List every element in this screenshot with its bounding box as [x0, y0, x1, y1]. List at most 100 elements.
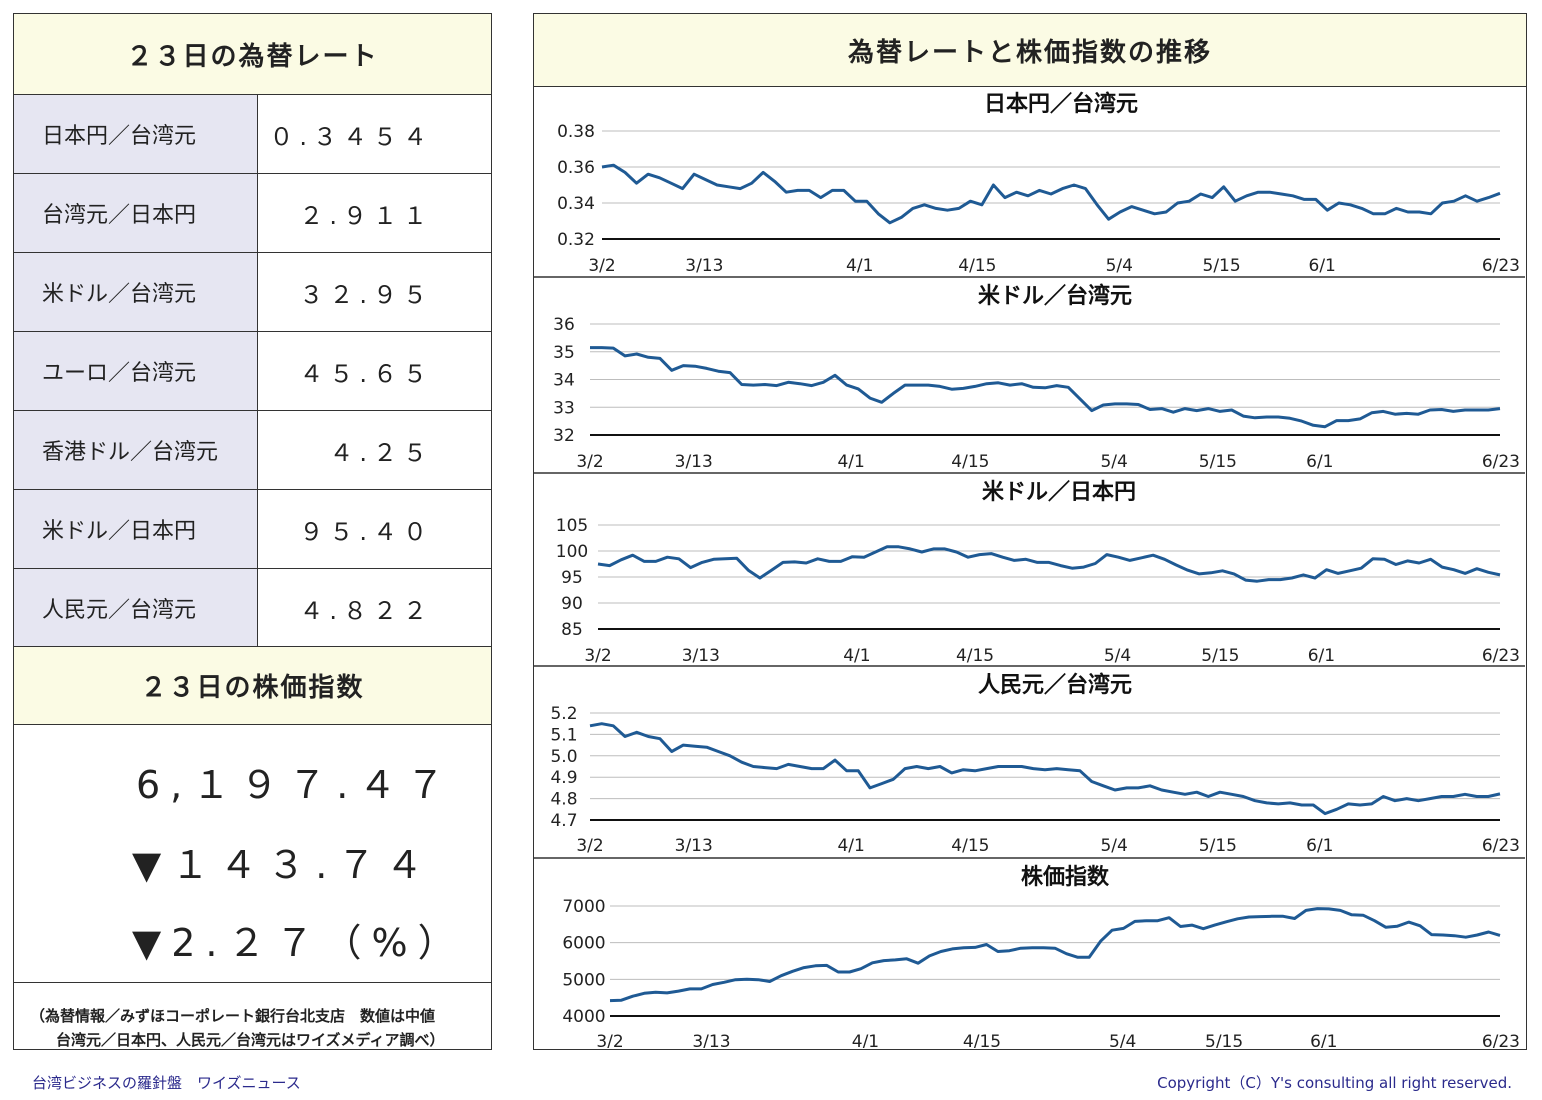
rate-value: ９５.４０	[299, 517, 433, 546]
index-change: ▼１４３.７４	[132, 843, 434, 887]
y-tick-label: 35	[553, 343, 575, 363]
x-tick-label: 6/23	[1482, 256, 1520, 276]
x-tick-label: 5/4	[1100, 452, 1127, 472]
charts-area: 日本円／台湾元 0.32 0.34 0.36 0.38 3/2 3/13 4/1 4/15 5/4…	[534, 91, 1525, 1048]
rate-value: ０.３４５４	[269, 122, 433, 151]
rate-row: 香港ドル／台湾元 ４.２５	[14, 411, 491, 490]
index-percent: ▼2.２７（%）	[132, 921, 466, 965]
x-tick-label: 4/1	[837, 452, 864, 472]
y-tick-label: 85	[561, 620, 583, 640]
x-tick-label: 6/23	[1482, 646, 1520, 666]
footer-brand: 台湾ビジネスの羅針盤 ワイズニュース	[32, 1074, 301, 1092]
y-tick-label: 0.34	[557, 194, 595, 214]
rate-label: 米ドル／台湾元	[14, 253, 258, 331]
x-tick-label: 4/15	[958, 256, 996, 276]
x-tick-label: 4/1	[846, 256, 873, 276]
x-tick-label: 4/15	[963, 1032, 1001, 1048]
series-line	[589, 722, 1501, 816]
y-tick-label: 105	[556, 516, 588, 536]
rate-row: 米ドル／台湾元 ３２.９５	[14, 253, 491, 332]
chart-title: 米ドル／日本円	[982, 480, 1136, 505]
y-tick-label: 5.2	[550, 704, 577, 724]
rate-value: ３２.９５	[299, 280, 433, 309]
rate-row: 人民元／台湾元 ４.８２２	[14, 569, 491, 648]
x-tick-label: 5/4	[1100, 836, 1127, 856]
y-tick-label: 34	[553, 371, 575, 391]
x-tick-label: 5/15	[1199, 452, 1237, 472]
x-tick-label: 6/1	[1306, 452, 1333, 472]
rate-value: ４５.６５	[299, 359, 433, 388]
y-tick-label: 4.8	[550, 790, 577, 810]
x-tick-label: 3/13	[682, 646, 720, 666]
x-tick-label: 5/4	[1104, 646, 1131, 666]
x-tick-label: 3/2	[588, 256, 615, 276]
rate-row: 日本円／台湾元 ０.３４５４	[14, 95, 491, 174]
y-tick-label: 5.1	[550, 725, 577, 745]
index-value: 6,１９７.４７	[136, 763, 455, 807]
y-tick-label: 36	[553, 315, 575, 335]
x-tick-label: 4/1	[852, 1032, 879, 1048]
rate-label: 台湾元／日本円	[14, 174, 258, 252]
rate-value: ４.２５	[329, 438, 433, 467]
x-tick-label: 3/2	[596, 1032, 623, 1048]
series-line	[601, 163, 1501, 225]
x-tick-label: 3/2	[576, 452, 603, 472]
series-line	[609, 907, 1501, 1003]
y-tick-label: 32	[553, 426, 575, 446]
series-line	[590, 346, 1501, 429]
chart-title: 米ドル／台湾元	[978, 283, 1132, 309]
charts-panel: 為替レートと株価指数の推移 日本円／台湾元 0.32 0.34 0.36 0.38 3/2…	[533, 13, 1527, 1050]
y-tick-label: 90	[561, 594, 583, 614]
source-note-line1: （為替情報／みずほコーポレート銀行台北支店 数値は中値	[30, 1007, 436, 1025]
x-tick-label: 6/1	[1309, 256, 1336, 276]
x-tick-label: 6/23	[1482, 836, 1520, 856]
y-tick-label: 0.32	[557, 230, 595, 250]
y-tick-label: 5.0	[550, 747, 577, 767]
x-tick-label: 5/15	[1201, 646, 1239, 666]
y-tick-label: 5000	[562, 970, 605, 990]
series-line	[597, 545, 1501, 583]
x-tick-label: 6/1	[1306, 836, 1333, 856]
x-tick-label: 5/15	[1203, 256, 1241, 276]
x-tick-label: 4/15	[951, 452, 989, 472]
x-tick-label: 6/1	[1308, 646, 1335, 666]
x-tick-label: 3/2	[576, 836, 603, 856]
y-tick-label: 95	[561, 568, 583, 588]
y-tick-label: 100	[556, 542, 588, 562]
index-title: ２３日の株価指数	[14, 646, 491, 725]
rates-title: ２３日の為替レート	[14, 14, 491, 95]
y-tick-label: 4000	[562, 1007, 605, 1027]
rates-panel: ２３日の為替レート 日本円／台湾元 ０.３４５４ 台湾元／日本円 ２.９１１ 米ドル／台…	[13, 13, 492, 1050]
source-note-line2: 台湾元／日本円、人民元／台湾元はワイズメディア調べ）	[56, 1031, 445, 1049]
rate-row: ユーロ／台湾元 ４５.６５	[14, 332, 491, 411]
rate-row: 台湾元／日本円 ２.９１１	[14, 174, 491, 253]
x-tick-label: 5/15	[1205, 1032, 1243, 1048]
x-tick-label: 3/2	[584, 646, 611, 666]
rate-label: 人民元／台湾元	[14, 569, 258, 647]
note-divider	[14, 982, 491, 983]
x-tick-label: 3/13	[675, 452, 713, 472]
x-tick-label: 5/15	[1199, 836, 1237, 856]
charts-title: 為替レートと株価指数の推移	[534, 14, 1526, 87]
y-tick-label: 4.7	[550, 811, 577, 831]
y-tick-label: 0.36	[557, 158, 595, 178]
x-tick-label: 4/1	[843, 646, 870, 666]
y-tick-label: 0.38	[557, 122, 595, 142]
x-tick-label: 4/1	[837, 836, 864, 856]
y-tick-label: 6000	[562, 934, 605, 954]
x-tick-label: 3/13	[685, 256, 723, 276]
y-tick-label: 4.9	[550, 768, 577, 788]
x-tick-label: 3/13	[675, 836, 713, 856]
source-note: （為替情報／みずほコーポレート銀行台北支店 数値は中値 台湾元／日本円、人民元／…	[14, 1004, 491, 1052]
rate-label: 日本円／台湾元	[14, 95, 258, 173]
x-tick-label: 6/23	[1482, 452, 1520, 472]
x-tick-label: 5/4	[1106, 256, 1133, 276]
chart-title: 人民元／台湾元	[978, 672, 1132, 698]
rate-label: 香港ドル／台湾元	[14, 411, 258, 489]
chart-title: 日本円／台湾元	[984, 91, 1138, 117]
y-tick-label: 33	[553, 398, 575, 418]
chart-title: 株価指数	[1021, 864, 1110, 890]
rate-label: 米ドル／日本円	[14, 490, 258, 568]
x-tick-label: 3/13	[692, 1032, 730, 1048]
rate-label: ユーロ／台湾元	[14, 332, 258, 410]
